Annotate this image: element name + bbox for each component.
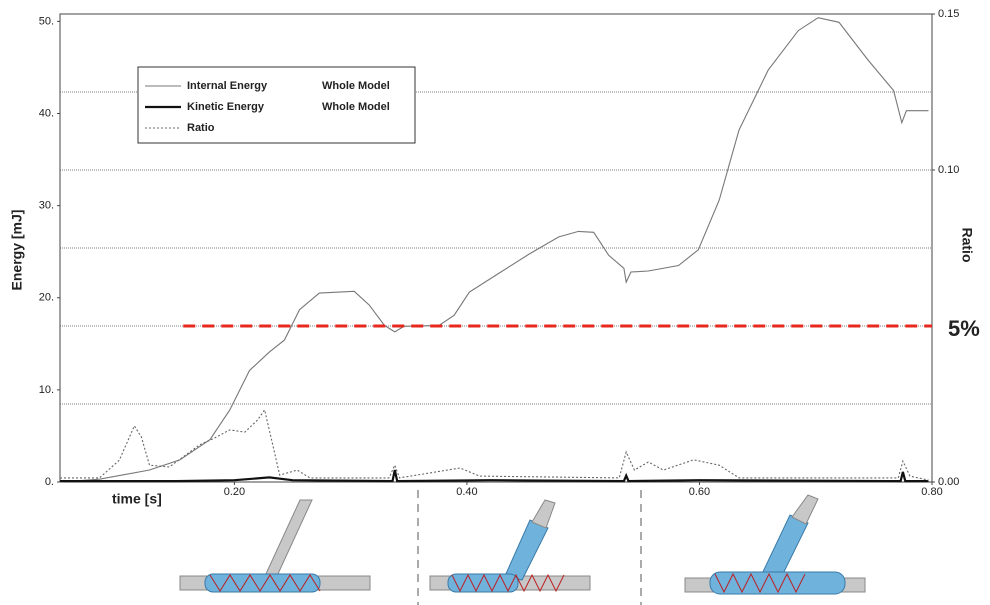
legend-box: [137, 66, 416, 144]
x-tick-label: 0.80: [921, 486, 942, 498]
y-axis-label: Energy [mJ]: [9, 210, 25, 291]
y2-tick-label: 0.00: [938, 476, 959, 488]
y2-tick-label: 0.10: [938, 164, 959, 176]
x-tick-label: 0.20: [224, 486, 245, 498]
stent-image: [684, 494, 866, 595]
legend-label: Kinetic Energy: [187, 101, 265, 113]
series-line: [60, 408, 929, 481]
legend-label: Ratio: [187, 122, 215, 134]
series-line: [60, 469, 929, 483]
series-line: [59, 17, 929, 483]
y-tick-label: 30.: [39, 200, 54, 212]
legend: Internal Energy Whole Model Kinetic Energy…: [137, 66, 416, 144]
y-tick-label: 20.: [39, 292, 54, 304]
x-tick-label: 0.60: [689, 486, 710, 498]
stent-image: [179, 499, 371, 593]
threshold-label: 5%: [948, 316, 980, 341]
y2-tick-label: 0.15: [938, 8, 959, 20]
y2-axis-label: Ratio: [959, 228, 975, 263]
y-tick-label: 50.: [39, 15, 54, 27]
y-tick-label: 40.: [39, 107, 54, 119]
x-axis-label: time [s]: [112, 491, 162, 507]
stent-image: [429, 499, 591, 593]
y-tick-label: 10.: [39, 384, 54, 396]
stent-illustrations: [179, 490, 866, 605]
y-tick-label: 0.: [45, 476, 54, 488]
legend-region: Whole Model: [322, 101, 390, 113]
legend-label: Internal Energy: [187, 80, 268, 92]
x-tick-label: 0.40: [456, 486, 477, 498]
legend-region: Whole Model: [322, 80, 390, 92]
